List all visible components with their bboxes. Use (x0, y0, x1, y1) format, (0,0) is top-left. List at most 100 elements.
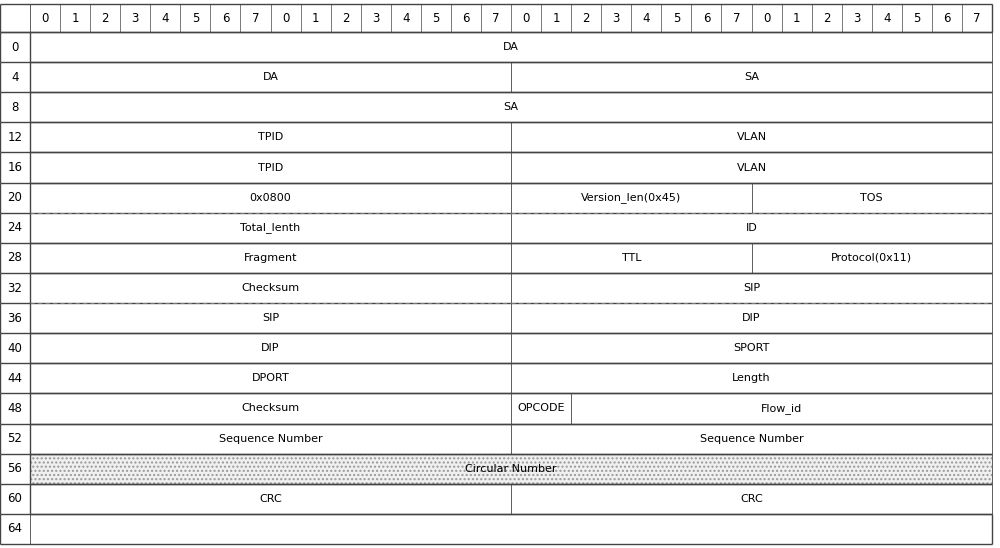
Bar (30, 393, 511, 424)
Text: 4: 4 (402, 12, 410, 25)
Text: 8: 8 (11, 101, 19, 114)
Bar (30, 243, 511, 273)
Bar (511, 122, 992, 152)
Text: 0x0800: 0x0800 (250, 193, 291, 203)
Text: 12: 12 (8, 131, 22, 144)
Text: 6: 6 (703, 12, 710, 25)
Text: 0: 0 (282, 12, 289, 25)
Text: 7: 7 (973, 12, 981, 25)
Bar (511, 424, 992, 454)
Text: 28: 28 (8, 252, 22, 264)
Text: DPORT: DPORT (252, 373, 289, 384)
Text: 1: 1 (793, 12, 800, 25)
Text: OPCODE: OPCODE (517, 403, 565, 414)
Text: TPID: TPID (258, 133, 283, 142)
Bar (30, 454, 992, 484)
Text: 0: 0 (522, 12, 530, 25)
Text: Version_len(0x45): Version_len(0x45) (581, 192, 681, 203)
Text: 4: 4 (11, 71, 19, 84)
Text: Length: Length (732, 373, 771, 384)
Text: 20: 20 (8, 191, 22, 204)
Text: 3: 3 (372, 12, 379, 25)
Text: 4: 4 (643, 12, 650, 25)
Bar (30, 303, 511, 333)
Text: 2: 2 (582, 12, 590, 25)
Text: 5: 5 (913, 12, 921, 25)
Bar (30, 62, 511, 92)
Text: SPORT: SPORT (733, 343, 770, 353)
Bar (30, 333, 511, 363)
Text: 5: 5 (192, 12, 199, 25)
Bar (30, 152, 511, 182)
Bar (511, 333, 992, 363)
Text: 60: 60 (8, 492, 22, 505)
Text: DA: DA (503, 42, 519, 52)
Text: TPID: TPID (258, 163, 283, 173)
Text: DIP: DIP (742, 313, 761, 323)
Text: 2: 2 (342, 12, 349, 25)
Text: VLAN: VLAN (736, 163, 767, 173)
Text: 40: 40 (8, 342, 22, 355)
Text: Checksum: Checksum (241, 403, 300, 414)
Text: 56: 56 (8, 462, 22, 475)
Text: 5: 5 (432, 12, 440, 25)
Bar (571, 393, 992, 424)
Text: 0: 0 (41, 12, 49, 25)
Text: 32: 32 (8, 282, 22, 294)
Text: 24: 24 (8, 221, 22, 234)
Text: Protocol(0x11): Protocol(0x11) (831, 253, 912, 263)
Text: Flow_id: Flow_id (761, 403, 802, 414)
Bar (30, 122, 511, 152)
Text: DIP: DIP (261, 343, 280, 353)
Bar (511, 213, 992, 243)
Bar (511, 243, 752, 273)
Bar (511, 484, 992, 514)
Text: 4: 4 (162, 12, 169, 25)
Text: 6: 6 (222, 12, 229, 25)
Text: 36: 36 (8, 312, 22, 324)
Text: TOS: TOS (860, 193, 883, 203)
Text: CRC: CRC (259, 494, 282, 504)
Text: 5: 5 (673, 12, 680, 25)
Text: 2: 2 (823, 12, 830, 25)
Bar (30, 484, 511, 514)
Text: 0: 0 (763, 12, 770, 25)
Text: 3: 3 (132, 12, 139, 25)
Bar (752, 182, 992, 213)
Text: Circular Number: Circular Number (465, 464, 557, 473)
Text: 6: 6 (462, 12, 470, 25)
Text: Sequence Number: Sequence Number (700, 433, 803, 443)
Bar (511, 303, 992, 333)
Text: 3: 3 (853, 12, 860, 25)
Bar (30, 92, 992, 122)
Text: DA: DA (263, 72, 278, 82)
Text: SIP: SIP (262, 313, 279, 323)
Bar (30, 454, 992, 484)
Text: 4: 4 (883, 12, 891, 25)
Text: 3: 3 (613, 12, 620, 25)
Text: 2: 2 (101, 12, 109, 25)
Text: SIP: SIP (743, 283, 760, 293)
Bar (30, 213, 511, 243)
Text: 52: 52 (8, 432, 22, 445)
Text: 44: 44 (8, 372, 22, 385)
Text: Checksum: Checksum (241, 283, 300, 293)
Text: 48: 48 (8, 402, 22, 415)
Text: 0: 0 (11, 41, 19, 54)
Text: Fragment: Fragment (244, 253, 297, 263)
Bar (752, 243, 992, 273)
Bar (511, 62, 992, 92)
Text: Sequence Number: Sequence Number (219, 433, 322, 443)
Bar (30, 363, 511, 393)
Text: 1: 1 (312, 12, 319, 25)
Text: SA: SA (744, 72, 759, 82)
Text: 64: 64 (8, 522, 22, 535)
Text: ID: ID (746, 223, 757, 233)
Bar (30, 424, 511, 454)
Text: 1: 1 (552, 12, 560, 25)
Bar (30, 182, 511, 213)
Text: TTL: TTL (622, 253, 641, 263)
Bar (511, 152, 992, 182)
Text: 7: 7 (733, 12, 740, 25)
Text: CRC: CRC (740, 494, 763, 504)
